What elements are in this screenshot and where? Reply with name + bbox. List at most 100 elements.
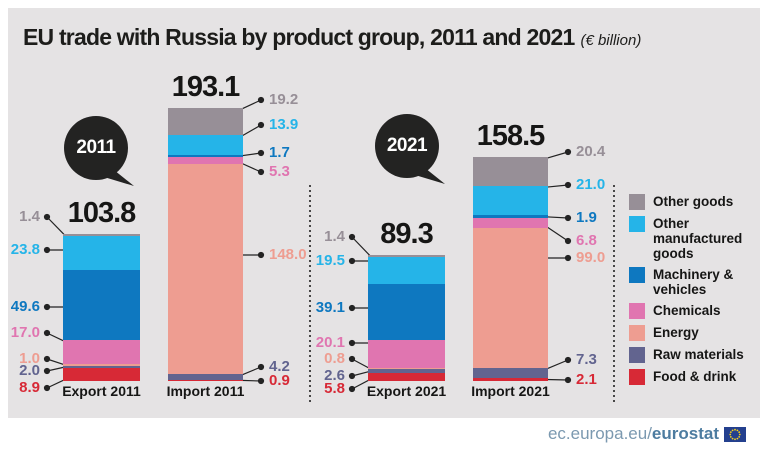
bar-export-2021 — [368, 254, 445, 381]
segment-other-manufactured-goods — [473, 185, 548, 216]
total-label-import-2021: 158.5 — [476, 119, 546, 152]
value-label-machinery-vehicles-import-2021: 1.9 — [576, 209, 597, 226]
page-title: EU trade with Russia by product group, 2… — [23, 24, 641, 51]
flag-star — [738, 435, 741, 438]
segment-machinery-vehicles — [368, 284, 445, 340]
footer-link[interactable]: ec.europa.eu/eurostat — [548, 424, 719, 444]
legend-divider — [613, 185, 615, 402]
value-label-raw-materials-import-2011: 4.2 — [269, 358, 290, 375]
value-label-food-drink-import-2021: 2.1 — [576, 371, 597, 388]
value-label-raw-materials-export-2021: 2.6 — [324, 367, 345, 384]
legend-label: Other goods — [653, 194, 734, 209]
value-label-other-goods-import-2021: 20.4 — [576, 143, 606, 160]
segment-energy — [473, 227, 548, 368]
legend-swatch-icon — [629, 267, 645, 283]
legend-item-food-drink: Food & drink — [629, 369, 757, 385]
value-label-food-drink-export-2021: 5.8 — [324, 380, 345, 397]
segment-other-goods — [368, 254, 445, 257]
value-label-other-manufactured-goods-import-2021: 21.0 — [576, 176, 606, 193]
segment-other-goods — [473, 156, 548, 186]
segment-energy — [63, 364, 140, 366]
flag-star — [729, 430, 732, 433]
year-bubble-label: 2011 — [76, 137, 116, 158]
segment-machinery-vehicles — [473, 215, 548, 219]
segment-machinery-vehicles — [168, 154, 243, 157]
flag-star — [734, 437, 736, 440]
footer-url-prefix: ec.europa.eu/ — [547, 424, 652, 443]
legend-label: Other manufactured goods — [653, 216, 743, 261]
legend-swatch-icon — [629, 369, 645, 385]
legend-label: Food & drink — [653, 369, 737, 384]
value-label-machinery-vehicles-export-2021: 39.1 — [315, 299, 345, 316]
value-label-raw-materials-import-2021: 7.3 — [576, 351, 597, 368]
segment-other-goods — [63, 234, 140, 237]
value-label-other-manufactured-goods-import-2011: 13.9 — [269, 116, 299, 133]
segment-food-drink — [368, 372, 445, 381]
legend-item-other-goods: Other goods — [629, 194, 757, 210]
segment-other-goods — [168, 107, 243, 135]
value-label-energy-import-2021: 99.0 — [576, 249, 606, 266]
legend-swatch-icon — [629, 347, 645, 363]
footer: ec.europa.eu/eurostat — [548, 424, 746, 444]
value-label-chemicals-export-2021: 20.1 — [315, 334, 345, 351]
flag-star — [729, 433, 732, 435]
segment-energy — [368, 367, 445, 370]
segment-food-drink — [168, 379, 243, 381]
segment-raw-materials — [368, 369, 445, 373]
legend-label: Energy — [653, 325, 699, 340]
value-label-food-drink-import-2011: 0.9 — [269, 372, 290, 389]
legend-swatch-icon — [629, 325, 645, 341]
value-label-other-goods-export-2011: 1.4 — [19, 208, 40, 225]
legend: Other goods Other manufactured goods Machi… — [629, 194, 757, 385]
bar-import-2021 — [473, 156, 548, 381]
legend-swatch-icon — [629, 194, 645, 210]
segment-chemicals — [473, 218, 548, 228]
title-text: EU trade with Russia by product group, 2… — [23, 24, 575, 50]
footer-url-bold: eurostat — [651, 424, 719, 443]
flag-star — [731, 428, 734, 431]
value-label-other-goods-import-2011: 19.2 — [269, 91, 299, 108]
segment-food-drink — [63, 368, 140, 381]
segment-energy — [168, 164, 243, 374]
value-label-other-manufactured-goods-export-2021: 19.5 — [315, 252, 345, 269]
legend-swatch-icon — [629, 216, 645, 232]
section-divider — [309, 185, 311, 402]
bar-import-2011 — [168, 107, 243, 381]
legend-label: Chemicals — [653, 303, 721, 318]
speech-bubble-icon — [375, 114, 445, 184]
value-label-energy-export-2021: 0.8 — [324, 350, 345, 367]
total-label-export-2021: 89.3 — [380, 217, 433, 250]
legend-label: Machinery & vehicles — [653, 267, 734, 297]
year-bubble-2011: 2011 — [64, 116, 140, 188]
value-label-other-manufactured-goods-export-2011: 23.8 — [10, 241, 40, 258]
year-bubble-2021: 2021 — [375, 114, 451, 186]
flag-star — [731, 437, 734, 440]
value-label-energy-export-2011: 1.0 — [19, 350, 40, 367]
segment-raw-materials — [473, 367, 548, 378]
segment-other-manufactured-goods — [63, 236, 140, 271]
flag-star — [738, 433, 741, 435]
flag-star — [729, 435, 732, 438]
segment-chemicals — [63, 340, 140, 365]
segment-other-manufactured-goods — [168, 134, 243, 155]
speech-bubble-icon — [64, 116, 134, 186]
value-label-chemicals-import-2011: 5.3 — [269, 163, 290, 180]
value-label-raw-materials-export-2011: 2.0 — [19, 362, 40, 379]
total-label-export-2011: 103.8 — [67, 197, 137, 230]
legend-item-chemicals: Chemicals — [629, 303, 757, 319]
legend-item-other-manufactured-goods: Other manufactured goods — [629, 216, 757, 261]
flag-star — [734, 428, 736, 431]
segment-other-manufactured-goods — [368, 256, 445, 285]
segment-chemicals — [168, 156, 243, 165]
value-label-machinery-vehicles-import-2011: 1.7 — [269, 144, 290, 161]
category-label-export-2021: Export 2021 — [366, 383, 447, 399]
flag-star — [736, 437, 739, 440]
segment-chemicals — [368, 339, 445, 368]
value-label-machinery-vehicles-export-2011: 49.6 — [10, 298, 40, 315]
category-label-export-2011: Export 2011 — [62, 383, 141, 399]
legend-item-machinery-vehicles: Machinery & vehicles — [629, 267, 757, 297]
category-label-import-2021: Import 2021 — [471, 383, 550, 399]
total-label-import-2011: 193.1 — [171, 70, 241, 103]
value-label-energy-import-2011: 148.0 — [269, 246, 307, 263]
eu-flag-icon — [724, 426, 746, 442]
